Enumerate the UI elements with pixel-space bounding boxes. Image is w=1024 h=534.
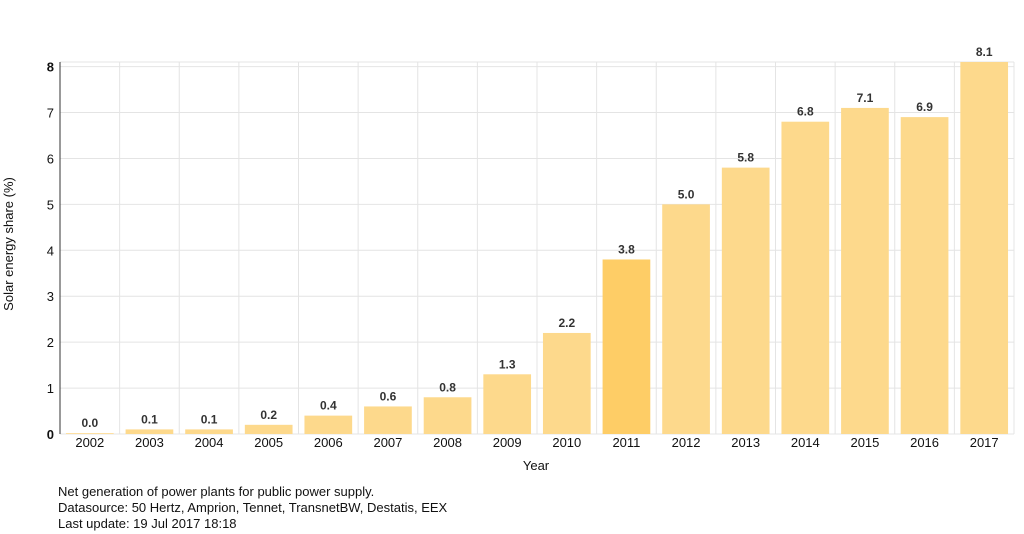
data-label-2004: 0.1 xyxy=(201,412,218,426)
bar-2009[interactable] xyxy=(483,374,532,434)
y-tick-label: 3 xyxy=(47,289,54,304)
data-label-2015: 7.1 xyxy=(857,91,874,105)
x-axis-title: Year xyxy=(523,458,550,473)
bars xyxy=(65,62,1009,434)
y-tick-label: 7 xyxy=(47,106,54,121)
bar-2002[interactable] xyxy=(65,433,114,434)
bar-2015[interactable] xyxy=(841,107,889,434)
bar-2005[interactable] xyxy=(244,424,293,434)
data-label-2008: 0.8 xyxy=(439,380,456,394)
chart-footer: Net generation of power plants for publi… xyxy=(58,484,447,532)
data-label-2017: 8.1 xyxy=(976,45,993,59)
x-tick-label-2003: 2003 xyxy=(135,435,164,450)
data-label-2003: 0.1 xyxy=(141,412,158,426)
x-tick-label-2017: 2017 xyxy=(970,435,999,450)
y-tick-labels: 0 1 2 3 4 5 6 7 8 xyxy=(47,60,54,442)
x-tick-label-2012: 2012 xyxy=(672,435,701,450)
x-tick-label-2016: 2016 xyxy=(910,435,939,450)
bar-2012[interactable] xyxy=(662,204,710,434)
data-label-2007: 0.6 xyxy=(380,389,397,403)
x-tick-label-2007: 2007 xyxy=(373,435,402,450)
x-tick-label-2011: 2011 xyxy=(612,435,640,450)
bar-2007[interactable] xyxy=(364,406,412,434)
bar-2003[interactable] xyxy=(125,429,174,434)
data-label-2016: 6.9 xyxy=(916,100,933,114)
data-label-2012: 5.0 xyxy=(678,187,695,201)
data-labels: 0.0 0.1 0.1 0.2 0.4 0.6 0.8 1.3 2.2 3.8 5.0 5.8 6.8 7… xyxy=(81,45,992,430)
x-tick-label-2002: 2002 xyxy=(75,435,104,450)
data-label-2010: 2.2 xyxy=(558,316,575,330)
bar-2017[interactable] xyxy=(960,62,1009,434)
bar-2011[interactable] xyxy=(602,259,651,434)
y-tick-label: 1 xyxy=(47,381,54,396)
x-tick-label-2006: 2006 xyxy=(314,435,343,450)
data-label-2011: 3.8 xyxy=(618,242,635,256)
bar-2013[interactable] xyxy=(721,167,770,434)
data-label-2006: 0.4 xyxy=(320,399,337,413)
bar-2006[interactable] xyxy=(304,415,353,434)
bar-2004[interactable] xyxy=(185,429,233,434)
bar-2016[interactable] xyxy=(900,117,949,434)
x-tick-label-2009: 2009 xyxy=(493,435,522,450)
x-tick-label-2013: 2013 xyxy=(731,435,760,450)
x-tick-labels: 2002 2003 2004 2005 2006 2007 2008 2009 2010 2011… xyxy=(75,435,998,450)
bar-2008[interactable] xyxy=(423,397,472,434)
footer-datasource: Datasource: 50 Hertz, Amprion, Tennet, T… xyxy=(58,500,448,515)
data-label-2005: 0.2 xyxy=(260,408,277,422)
x-tick-label-2008: 2008 xyxy=(433,435,462,450)
x-tick-label-2015: 2015 xyxy=(850,435,879,450)
footer-note: Net generation of power plants for publi… xyxy=(58,484,375,499)
footer-last-update: Last update: 19 Jul 2017 18:18 xyxy=(58,516,237,531)
data-label-2014: 6.8 xyxy=(797,105,814,119)
y-tick-label: 4 xyxy=(47,243,54,258)
y-tick-label: 2 xyxy=(47,335,54,350)
y-tick-label: 8 xyxy=(47,60,54,75)
x-tick-label-2004: 2004 xyxy=(195,435,224,450)
y-tick-label: 6 xyxy=(47,151,54,166)
grid-lines xyxy=(59,61,1015,435)
y-tick-label: 5 xyxy=(47,197,54,212)
x-tick-label-2014: 2014 xyxy=(791,435,820,450)
data-label-2009: 1.3 xyxy=(499,357,516,371)
bar-2010[interactable] xyxy=(542,332,591,434)
data-label-2002: 0.0 xyxy=(81,416,98,430)
x-tick-label-2010: 2010 xyxy=(552,435,581,450)
y-tick-label: 0 xyxy=(47,427,54,442)
y-axis-title: Solar energy share (%) xyxy=(1,177,16,311)
x-tick-label-2005: 2005 xyxy=(254,435,283,450)
bar-2014[interactable] xyxy=(781,121,830,434)
data-label-2013: 5.8 xyxy=(737,151,754,165)
